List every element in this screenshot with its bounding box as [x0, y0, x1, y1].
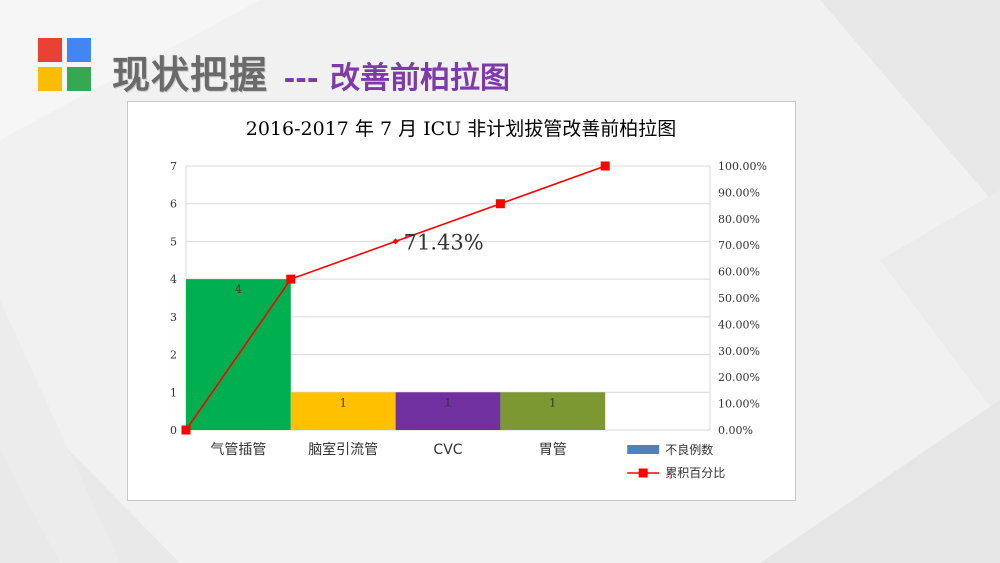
plot-area: 012345670.00%10.00%20.00%30.00%40.00%50.… [170, 160, 767, 480]
logo-grid-icon [38, 38, 92, 92]
pareto-chart: 2016-2017 年 7 月 ICU 非计划拔管改善前柏拉图 0 1 2 3 4 5 6 7… [170, 118, 767, 480]
right-tick-label: 20.00% [718, 371, 760, 384]
bar-data-label: 1 [445, 396, 452, 409]
bar-data-label: 1 [549, 396, 556, 409]
right-tick-label: 50.00% [718, 292, 760, 305]
line-point [286, 274, 296, 284]
category-tick-label: 脑室引流管 [308, 441, 378, 458]
left-tick-label: 0 [170, 424, 177, 437]
left-tick-label: 3 [170, 311, 177, 324]
right-tick-label: 60.00% [718, 266, 760, 279]
right-tick-label: 100.00% [718, 160, 767, 173]
heading-separator: --- [283, 62, 319, 95]
left-tick-label: 6 [170, 198, 177, 211]
bar [500, 392, 606, 430]
chart-title: 2016-2017 年 7 月 ICU 非计划拔管改善前柏拉图 [246, 118, 676, 140]
legend-label: 累积百分比 [665, 466, 725, 480]
line-point [392, 238, 399, 245]
right-tick-label: 0.00% [718, 424, 753, 437]
bar [395, 392, 501, 430]
left-tick-label: 4 [170, 273, 177, 286]
heading-subtitle: 改善前柏拉图 [330, 61, 511, 96]
right-tick-label: 10.00% [718, 398, 760, 411]
left-tick-label: 2 [170, 349, 177, 362]
right-tick-label: 70.00% [718, 239, 760, 252]
bar-data-label: 4 [235, 283, 242, 296]
category-tick-label: 气管插管 [210, 442, 266, 458]
left-tick-label: 5 [170, 235, 177, 248]
page-heading: 现状把握 --- 改善前柏拉图 [112, 44, 510, 97]
right-tick-label: 90.00% [718, 186, 760, 199]
right-tick-label: 40.00% [718, 318, 760, 331]
legend-swatch [627, 445, 660, 454]
legend-swatch [638, 468, 648, 478]
line-point [600, 161, 610, 171]
category-tick-label: 胃管 [539, 442, 567, 458]
cumulative-annotation: 71.43% [404, 230, 484, 254]
line-point [181, 425, 191, 435]
left-tick-label: 1 [170, 386, 177, 399]
chart-container: 2016-2017 年 7 月 ICU 非计划拔管改善前柏拉图 0 1 2 3 4 5 6 7… [127, 101, 796, 501]
category-tick-label: CVC [433, 442, 462, 458]
legend-label: 不良例数 [665, 442, 713, 457]
line-point [495, 199, 505, 209]
right-tick-label: 30.00% [718, 345, 760, 358]
right-tick-label: 80.00% [718, 213, 760, 226]
bar [290, 392, 396, 430]
bar-data-label: 1 [340, 396, 347, 409]
left-tick-label: 7 [170, 160, 177, 173]
heading-main: 现状把握 [112, 53, 269, 97]
